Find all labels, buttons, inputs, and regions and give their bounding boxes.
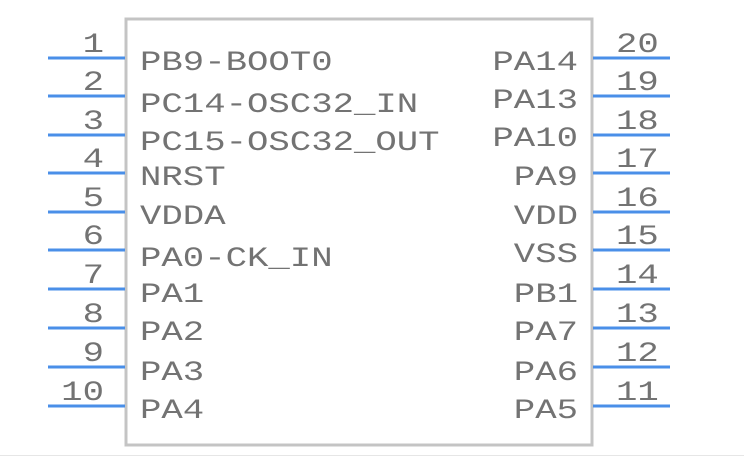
pin-number: 5 [83, 184, 104, 215]
pin-name: PA0-CK_IN [140, 244, 333, 275]
pin-number: 17 [616, 145, 659, 176]
pin-name: PA1 [140, 280, 204, 311]
bottom-divider [0, 455, 744, 456]
pin-name: PB1 [514, 280, 578, 311]
pin-number: 2 [83, 68, 104, 99]
pin-number: 6 [83, 222, 104, 253]
pin-number: 20 [616, 30, 659, 61]
pin-number: 14 [616, 261, 659, 292]
pin-number: 19 [616, 68, 659, 99]
pin-number: 18 [616, 107, 659, 138]
pin-name: PC15-OSC32_OUT [140, 128, 440, 159]
pin-number: 11 [616, 378, 659, 409]
pin-number: 13 [616, 300, 659, 331]
pin-number: 7 [83, 261, 104, 292]
pin-name: VDDA [140, 202, 226, 233]
pin-name: PB9-BOOT0 [140, 48, 333, 79]
pin-name: PA9 [514, 163, 578, 194]
pin-name: PA5 [514, 396, 578, 427]
pin-number: 4 [83, 145, 104, 176]
pin-name: PA6 [514, 358, 578, 389]
pin-number: 8 [83, 300, 104, 331]
pin-name: PA13 [492, 86, 578, 117]
pin-name: VDD [514, 202, 578, 233]
pin-name: VSS [514, 240, 578, 271]
pin-name: PA14 [492, 48, 578, 79]
pin-number: 1 [83, 30, 104, 61]
pin-name: PA7 [514, 318, 578, 349]
pin-name: PA3 [140, 358, 204, 389]
pin-number: 3 [83, 107, 104, 138]
pin-number: 16 [616, 184, 659, 215]
pin-number: 10 [61, 378, 104, 409]
pin-name: NRST [140, 163, 226, 194]
pin-number: 15 [616, 222, 659, 253]
pin-name: PC14-OSC32_IN [140, 90, 418, 121]
pin-name: PA4 [140, 396, 204, 427]
pin-number: 9 [83, 339, 104, 370]
pin-name: PA2 [140, 318, 204, 349]
ic-body [124, 17, 594, 447]
pin-number: 12 [616, 339, 659, 370]
pin-name: PA10 [492, 124, 578, 155]
